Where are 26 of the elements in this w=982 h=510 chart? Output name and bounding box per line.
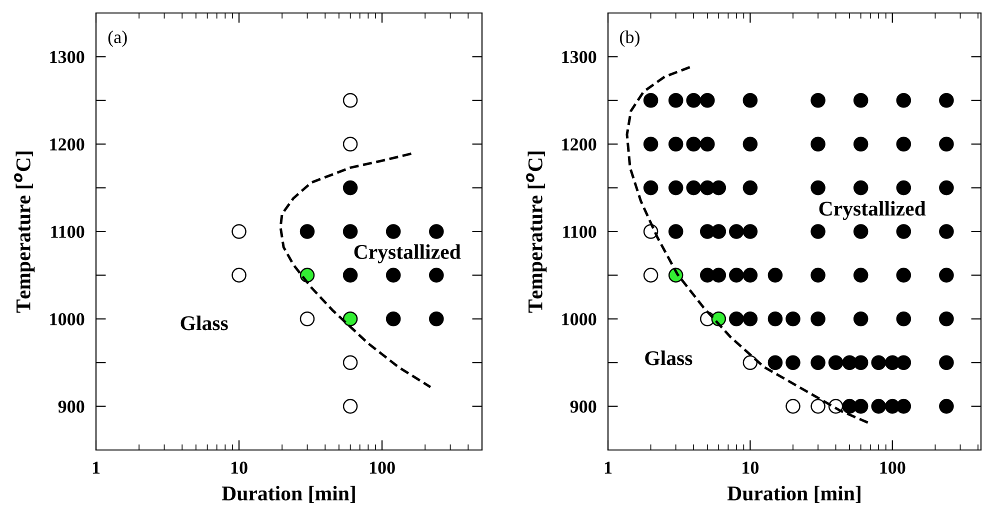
y-axis-title: Temperature [$^{o}$C] <box>526 152 547 313</box>
annotation: (b) <box>620 30 640 47</box>
y-tick-label: 900 <box>570 400 596 413</box>
y-tick-label: 1200 <box>562 138 596 151</box>
y-tick-label: 1000 <box>50 313 84 326</box>
x-tick-label: 100 <box>370 462 395 474</box>
annotation: Crystallized <box>354 244 461 264</box>
y-axis-title: Temperature [$^{o}$C] <box>14 152 35 313</box>
x-axis-title: Duration [min] <box>222 486 355 504</box>
x-axis-title: Duration [min] <box>727 486 860 504</box>
x-tick-label: 10 <box>742 462 759 474</box>
y-tick-label: 1000 <box>562 313 596 326</box>
annotation: (a) <box>108 30 127 47</box>
x-tick-label: 100 <box>880 462 906 474</box>
x-tick-label: 10 <box>231 462 248 474</box>
annotation: Glass <box>180 316 228 330</box>
y-tick-label: 900 <box>58 400 84 413</box>
annotation: Crystallized <box>819 201 926 220</box>
annotation: Glass <box>645 350 692 366</box>
y-tick-label: 1300 <box>50 50 84 64</box>
y-tick-label: 1300 <box>562 50 596 64</box>
y-tick-label: 1100 <box>51 226 84 238</box>
y-tick-label: 1100 <box>563 226 596 238</box>
x-tick-label: 1 <box>92 462 100 474</box>
y-tick-label: 1200 <box>50 138 84 151</box>
x-tick-label: 1 <box>604 462 612 474</box>
